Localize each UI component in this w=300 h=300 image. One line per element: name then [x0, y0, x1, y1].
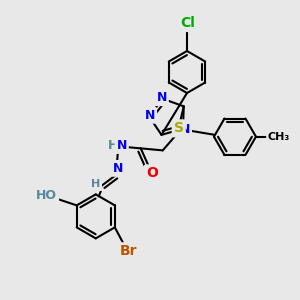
Text: H: H	[108, 139, 118, 152]
Text: Cl: Cl	[181, 16, 195, 30]
Text: S: S	[174, 122, 184, 135]
Text: N: N	[145, 109, 155, 122]
Text: O: O	[146, 167, 158, 180]
Text: N: N	[157, 91, 167, 104]
Text: Br: Br	[120, 244, 138, 258]
Text: N: N	[117, 139, 127, 152]
Text: N: N	[112, 162, 123, 175]
Text: H: H	[91, 179, 101, 189]
Text: N: N	[180, 123, 190, 136]
Text: HO: HO	[36, 189, 57, 202]
Text: CH₃: CH₃	[268, 132, 290, 142]
